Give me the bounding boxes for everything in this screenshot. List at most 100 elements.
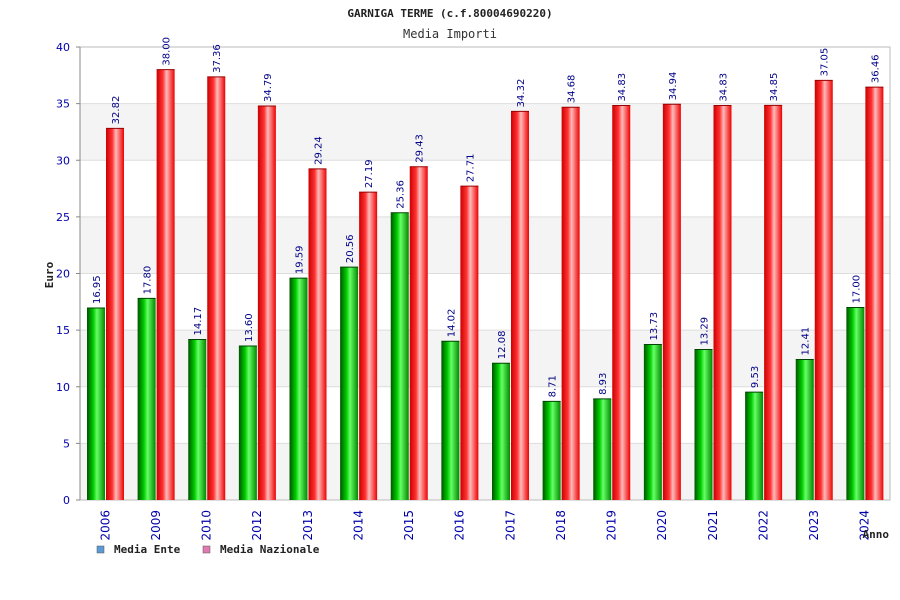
legend-label-media-ente: Media Ente: [114, 543, 181, 556]
data-label-media-ente-2010: 14.17: [193, 307, 204, 336]
y-tick-label: 5: [63, 437, 70, 450]
y-axis-label: Euro: [43, 261, 56, 288]
bar-media-nazionale-2022: [764, 105, 783, 500]
bar-media-ente-2015: [390, 212, 409, 500]
data-label-media-ente-2012: 13.60: [244, 313, 255, 342]
bar-media-ente-2019: [593, 398, 612, 500]
bar-media-nazionale-2016: [460, 186, 479, 500]
data-label-media-ente-2014: 20.56: [345, 235, 356, 264]
data-label-media-nazionale-2009: 38.00: [162, 37, 173, 66]
bar-media-ente-2017: [492, 363, 510, 500]
data-label-media-ente-2018: 8.71: [548, 375, 559, 397]
x-tick-label: 2009: [149, 510, 163, 541]
bar-media-nazionale-2012: [257, 106, 276, 501]
y-tick-label: 20: [56, 268, 70, 281]
bar-media-nazionale-2009: [156, 69, 175, 501]
data-label-media-ente-2015: 25.36: [396, 180, 407, 209]
data-label-media-ente-2022: 9.53: [750, 366, 761, 388]
legend: Media Ente Media Nazionale: [96, 543, 320, 556]
data-label-media-ente-2024: 17.00: [851, 275, 862, 304]
x-tick-label: 2006: [98, 510, 112, 541]
data-label-media-nazionale-2021: 34.83: [719, 73, 730, 102]
chart-subtitle: Media Importi: [403, 27, 497, 41]
x-tick-label: 2024: [858, 510, 872, 541]
data-label-media-nazionale-2006: 32.82: [111, 96, 122, 125]
x-tick-label: 2012: [250, 510, 264, 541]
data-label-media-nazionale-2023: 37.05: [820, 48, 831, 77]
data-label-media-nazionale-2014: 27.19: [364, 159, 375, 188]
bar-media-ente-2016: [441, 341, 460, 500]
x-tick-label: 2019: [605, 510, 619, 541]
bar-media-ente-2024: [846, 307, 865, 500]
bar-media-nazionale-2024: [865, 87, 884, 500]
data-label-media-ente-2021: 13.29: [700, 317, 711, 346]
bar-media-nazionale-2018: [561, 107, 580, 501]
y-tick-label: 15: [56, 324, 70, 337]
bar-media-ente-2006: [87, 308, 105, 500]
bar-media-ente-2023: [795, 359, 814, 500]
bar-media-nazionale-2023: [814, 80, 833, 500]
data-label-media-ente-2006: 16.95: [92, 275, 103, 304]
data-label-media-nazionale-2024: 36.46: [870, 54, 881, 83]
bar-media-nazionale-2020: [662, 104, 681, 500]
data-label-media-nazionale-2022: 34.85: [769, 73, 780, 102]
bar-media-ente-2020: [643, 344, 662, 500]
bar-media-nazionale-2006: [106, 128, 124, 500]
data-label-media-nazionale-2017: 34.32: [516, 79, 527, 108]
bar-media-nazionale-2019: [612, 105, 631, 501]
data-label-media-nazionale-2018: 34.68: [567, 75, 578, 104]
data-label-media-ente-2009: 17.80: [143, 266, 154, 295]
bars: [87, 69, 884, 501]
bar-media-nazionale-2021: [713, 105, 732, 501]
x-tick-label: 2015: [402, 510, 416, 541]
y-tick-label: 30: [56, 154, 70, 167]
bar-media-nazionale-2010: [207, 76, 226, 500]
y-axis: 0 5 10 15 20 25 30 35 40: [56, 41, 81, 507]
x-tick-label: 2016: [453, 510, 467, 541]
y-tick-label: 40: [56, 41, 70, 54]
bar-media-ente-2009: [137, 298, 156, 500]
y-tick-label: 35: [56, 98, 70, 111]
bar-media-nazionale-2017: [511, 111, 529, 501]
x-tick-label: 2020: [655, 510, 669, 541]
x-tick-label: 2010: [200, 510, 214, 541]
x-tick-label: 2023: [807, 510, 821, 541]
bar-media-ente-2013: [289, 278, 308, 500]
bar-media-nazionale-2015: [409, 166, 428, 500]
y-tick-label: 0: [63, 494, 70, 507]
y-tick-label: 10: [56, 381, 70, 394]
bar-labels: 16.95 17.80 14.17 13.60 19.59 20.56 25.36 14.02…: [92, 37, 881, 397]
legend-swatch-media-ente: [96, 545, 105, 554]
data-label-media-nazionale-2013: 29.24: [314, 136, 325, 165]
bar-media-ente-2021: [694, 349, 713, 500]
x-tick-label: 2017: [503, 510, 517, 541]
x-tick-label: 2014: [351, 510, 365, 541]
y-tick-label: 25: [56, 211, 70, 224]
legend-label-media-nazionale: Media Nazionale: [220, 543, 320, 556]
bar-media-ente-2022: [745, 392, 764, 500]
x-axis-label: Anno: [863, 528, 890, 541]
x-tick-label: 2022: [756, 510, 770, 541]
data-label-media-ente-2013: 19.59: [295, 246, 306, 275]
x-tick-label: 2018: [554, 510, 568, 541]
x-axis: 2006 2009 2010 2012 2013 2014 2015 2016 2017 2018…: [98, 510, 871, 541]
legend-swatch-media-nazionale: [202, 545, 211, 554]
data-label-media-nazionale-2012: 34.79: [263, 73, 274, 102]
bar-media-ente-2010: [188, 339, 207, 500]
bar-media-ente-2014: [340, 267, 359, 500]
data-label-media-nazionale-2019: 34.83: [617, 73, 628, 102]
data-label-media-ente-2019: 8.93: [598, 373, 609, 395]
data-label-media-nazionale-2015: 29.43: [415, 134, 426, 163]
data-label-media-ente-2016: 14.02: [446, 309, 457, 338]
x-tick-label: 2021: [706, 510, 720, 541]
data-label-media-ente-2020: 13.73: [649, 312, 660, 341]
bar-media-nazionale-2013: [308, 168, 327, 500]
data-label-media-ente-2023: 12.41: [801, 327, 812, 356]
data-label-media-nazionale-2016: 27.71: [465, 154, 476, 183]
bar-media-ente-2012: [238, 345, 257, 500]
chart-title: GARNIGA TERME (c.f.80004690220): [347, 7, 552, 20]
bar-media-nazionale-2014: [359, 192, 378, 501]
data-label-media-nazionale-2010: 37.36: [212, 44, 223, 73]
x-tick-label: 2013: [301, 510, 315, 541]
